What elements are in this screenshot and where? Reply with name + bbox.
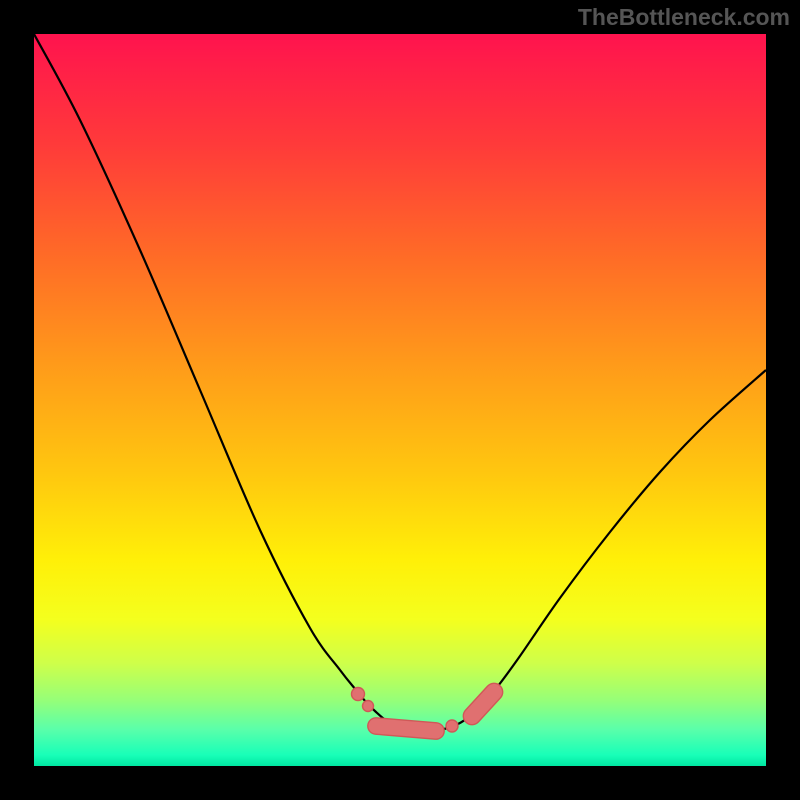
- chart-svg: [34, 34, 766, 766]
- marker-capsule: [376, 726, 436, 731]
- chart-frame: TheBottleneck.com: [0, 0, 800, 800]
- watermark-text: TheBottleneck.com: [578, 4, 790, 31]
- marker-dot: [446, 720, 458, 732]
- marker-dot: [352, 688, 365, 701]
- gradient-background: [34, 34, 766, 766]
- marker-dot: [363, 701, 374, 712]
- plot-area: [34, 34, 766, 766]
